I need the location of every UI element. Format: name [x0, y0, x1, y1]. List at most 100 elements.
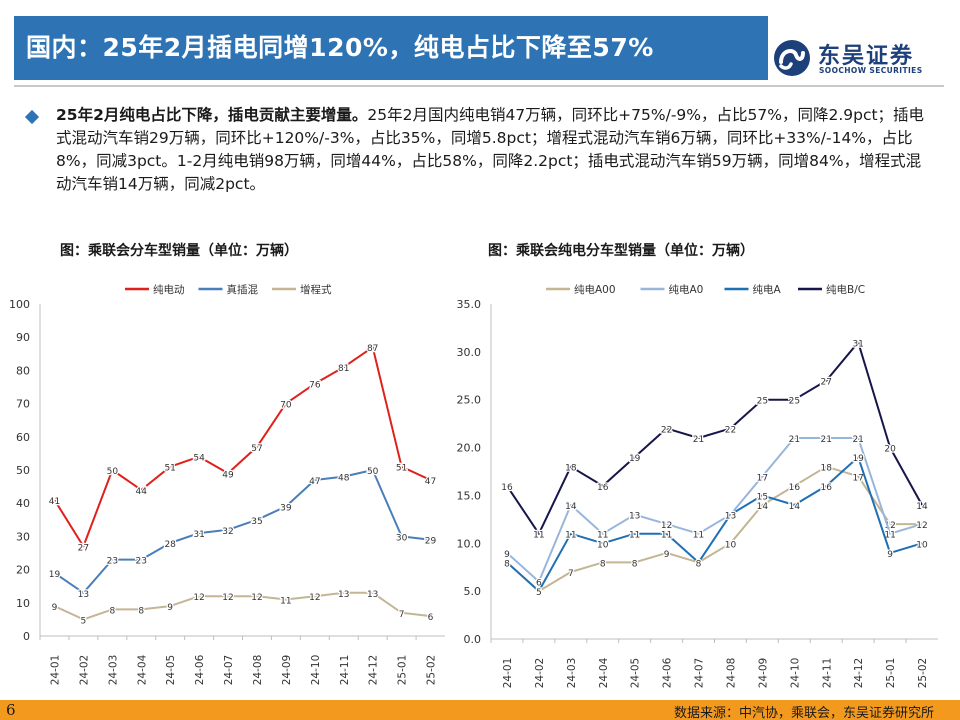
data-label: 47: [425, 477, 436, 487]
data-label: 39: [280, 504, 292, 514]
data-label: 57: [251, 444, 262, 454]
data-label: 41: [49, 497, 60, 507]
legend-item: 纯电A00: [546, 283, 616, 296]
brand-logo-block: 东吴证券 SOOCHOW SECURITIES: [772, 36, 952, 80]
x-tick-label: 24-10: [310, 655, 322, 686]
series-line: [506, 456, 923, 593]
data-label: 16: [821, 483, 833, 493]
data-label: 10: [725, 540, 737, 550]
data-label: 7: [568, 569, 574, 579]
y-tick-label: 30: [16, 530, 30, 543]
data-label: 14: [789, 502, 801, 512]
data-label: 14: [757, 502, 769, 512]
data-label: 25: [757, 397, 768, 407]
data-label: 31: [852, 339, 863, 349]
legend-item: 纯电A0: [640, 283, 704, 296]
x-tick-label: 24-02: [78, 655, 90, 686]
chart-1-title: 图：乘联会分车型销量（单位：万辆）: [60, 243, 298, 259]
x-tick-label: 24-01: [49, 655, 61, 686]
brand-name: 东吴证券: [818, 44, 915, 69]
data-label: 19: [629, 454, 641, 464]
x-tick-label: 24-11: [339, 655, 351, 686]
data-label: 8: [109, 606, 115, 616]
data-label: 11: [533, 531, 544, 541]
data-label: 13: [725, 512, 736, 522]
data-label: 12: [251, 593, 262, 603]
series-line: [506, 465, 922, 593]
data-label: 9: [167, 603, 173, 613]
data-label: 22: [661, 425, 672, 435]
x-tick-label: 24-02: [534, 658, 546, 689]
series-line: [506, 341, 923, 535]
data-label: 6: [536, 579, 542, 589]
data-label: 8: [696, 559, 702, 569]
data-label: 20: [884, 445, 896, 455]
data-label: 5: [536, 588, 542, 598]
data-label: 11: [280, 596, 291, 606]
x-tick-label: 24-05: [165, 655, 177, 686]
data-label: 51: [164, 464, 175, 474]
summary-paragraph: 25年2月纯电占比下降，插电贡献主要增量。25年2月国内纯电销47万辆，同环比+…: [56, 104, 936, 196]
y-tick-label: 20.0: [457, 442, 482, 455]
y-tick-label: 5.0: [464, 585, 482, 598]
data-label: 28: [164, 540, 176, 550]
data-label: 15: [757, 492, 768, 502]
x-tick-label: 24-07: [223, 655, 235, 686]
data-label: 12: [916, 521, 927, 531]
x-tick-label: 24-03: [566, 658, 578, 689]
x-tick-label: 24-09: [757, 658, 769, 689]
y-tick-label: 40: [16, 497, 30, 510]
y-tick-label: 0: [23, 630, 30, 643]
data-label: 23: [136, 557, 147, 567]
data-label: 9: [52, 603, 58, 613]
diamond-bullet-icon: [24, 109, 40, 125]
legend-label: 纯电A00: [574, 283, 616, 296]
chart-2-bev-segment-sales: 0.0 5.0 10.0 15.0 20.0 25.0 30.0 35.0 24-01 24-02…: [457, 283, 938, 689]
source-note: 数据来源：中汽协，乘联会，东吴证券研究所: [673, 706, 934, 720]
data-label: 48: [338, 474, 350, 484]
data-label: 50: [107, 467, 119, 477]
series-line: [53, 469, 431, 594]
y-tick-label: 80: [16, 364, 30, 377]
chart-2-title: 图：乘联会纯电分车型销量（单位：万辆）: [488, 243, 754, 259]
data-label: 19: [852, 454, 864, 464]
series-line: [506, 437, 923, 583]
data-label: 7: [399, 610, 405, 620]
x-tick-label: 24-07: [694, 658, 706, 689]
legend-item: 纯电B/C: [798, 283, 865, 296]
legend-label: 纯电动: [153, 283, 185, 296]
data-label: 10: [597, 540, 609, 550]
y-tick-label: 25.0: [457, 394, 482, 407]
legend-item: 真插混: [198, 283, 258, 296]
y-tick-label: 15.0: [457, 489, 482, 502]
data-label: 16: [597, 483, 609, 493]
x-tick-label: 25-02: [426, 655, 438, 686]
data-label: 14: [565, 502, 577, 512]
x-tick-label: 25-02: [917, 658, 929, 689]
series-line: [53, 346, 431, 548]
summary-lead: 25年2月纯电占比下降，插电贡献主要增量。: [56, 106, 368, 124]
data-label: 12: [222, 593, 233, 603]
data-label: 11: [565, 531, 576, 541]
y-tick-label: 35.0: [457, 298, 482, 311]
data-label: 30: [396, 533, 408, 543]
x-tick-label: 25-01: [885, 658, 897, 689]
y-tick-label: 30.0: [457, 346, 482, 359]
data-label: 8: [138, 606, 144, 616]
x-tick-label: 24-08: [252, 655, 264, 686]
data-label: 8: [632, 559, 638, 569]
data-label: 5: [536, 588, 542, 598]
x-tick-label: 24-06: [662, 657, 674, 688]
data-label: 76: [309, 381, 321, 391]
data-label: 19: [49, 570, 61, 580]
x-tick-label: 24-12: [853, 658, 865, 689]
data-label: 9: [887, 550, 893, 560]
page-title: 国内：25年2月插电同增120%，纯电占比下降至57%: [26, 33, 654, 62]
data-label: 35: [251, 517, 262, 527]
legend-item: 增程式: [272, 283, 332, 296]
legend-label: 纯电A0: [669, 283, 704, 296]
y-tick-label: 70: [16, 398, 30, 411]
data-label: 12: [661, 521, 672, 531]
chart-1-vehicle-type-sales: 0 10 20 30 40 50 60 70 80 90 100 24-01 24-02 24-03 24-…: [9, 283, 445, 686]
x-tick-label: 24-01: [502, 658, 514, 689]
